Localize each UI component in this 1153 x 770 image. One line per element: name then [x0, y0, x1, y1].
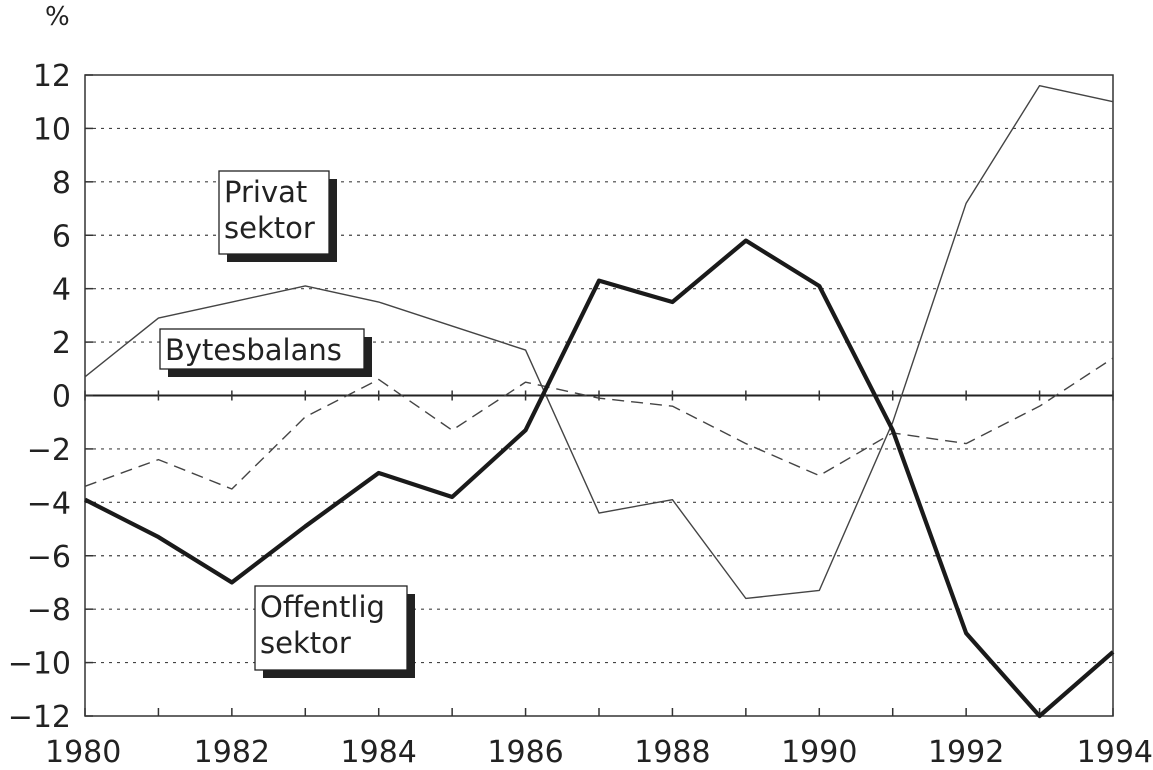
annotation-box [159, 328, 365, 370]
y-tick-label: −6 [27, 540, 71, 575]
series-lines [84, 84, 1115, 719]
y-tick-label: −12 [8, 700, 71, 735]
x-tick-label: 1984 [341, 735, 417, 770]
x-tick-label: 1994 [1077, 735, 1153, 770]
grid-lines [85, 127, 1113, 664]
annotation-bytesbalans: Bytesbalans [159, 328, 372, 377]
x-tick-label: 1980 [45, 735, 121, 770]
x-tick-label: 1982 [194, 735, 270, 770]
y-tick-label: 6 [52, 219, 71, 254]
y-tick-label: 8 [52, 166, 71, 201]
y-tick-label: −8 [27, 593, 71, 628]
y-tick-label: −4 [27, 486, 71, 521]
y-tick-label: 4 [52, 273, 71, 308]
series-line-privat-sektor [84, 84, 1114, 600]
x-tick-label: 1992 [928, 735, 1004, 770]
annotation-box [218, 170, 330, 255]
y-tick-labels: 12 10 8 6 4 2 0 −2 −4 −6 −8 −10 −12 [8, 59, 71, 735]
y-unit-label: % [45, 2, 70, 32]
y-tick-label: 0 [52, 380, 71, 415]
annotation-text: Privat [224, 175, 307, 209]
series-line-bytesbalans [84, 357, 1114, 490]
annotation-text: sektor [260, 626, 351, 660]
x-tick-label: 1990 [781, 735, 857, 770]
annotation-text: Offentlig [260, 590, 385, 624]
y-tick-label: 10 [33, 112, 71, 147]
annotation-box [254, 585, 408, 671]
y-tick-label: −10 [8, 647, 71, 682]
x-tick-label: 1988 [634, 735, 710, 770]
y-tick-label: 2 [52, 326, 71, 361]
y-tick-label: −2 [27, 433, 71, 468]
annotation-text: sektor [224, 211, 315, 245]
annotation-text: Bytesbalans [165, 333, 342, 367]
x-tick-labels: 1980 1982 1984 1986 1988 1990 1992 1994 [45, 735, 1153, 770]
series-line-offentlig-sektor [84, 238, 1115, 719]
y-tick-label: 12 [33, 59, 71, 94]
x-tick-label: 1986 [487, 735, 563, 770]
